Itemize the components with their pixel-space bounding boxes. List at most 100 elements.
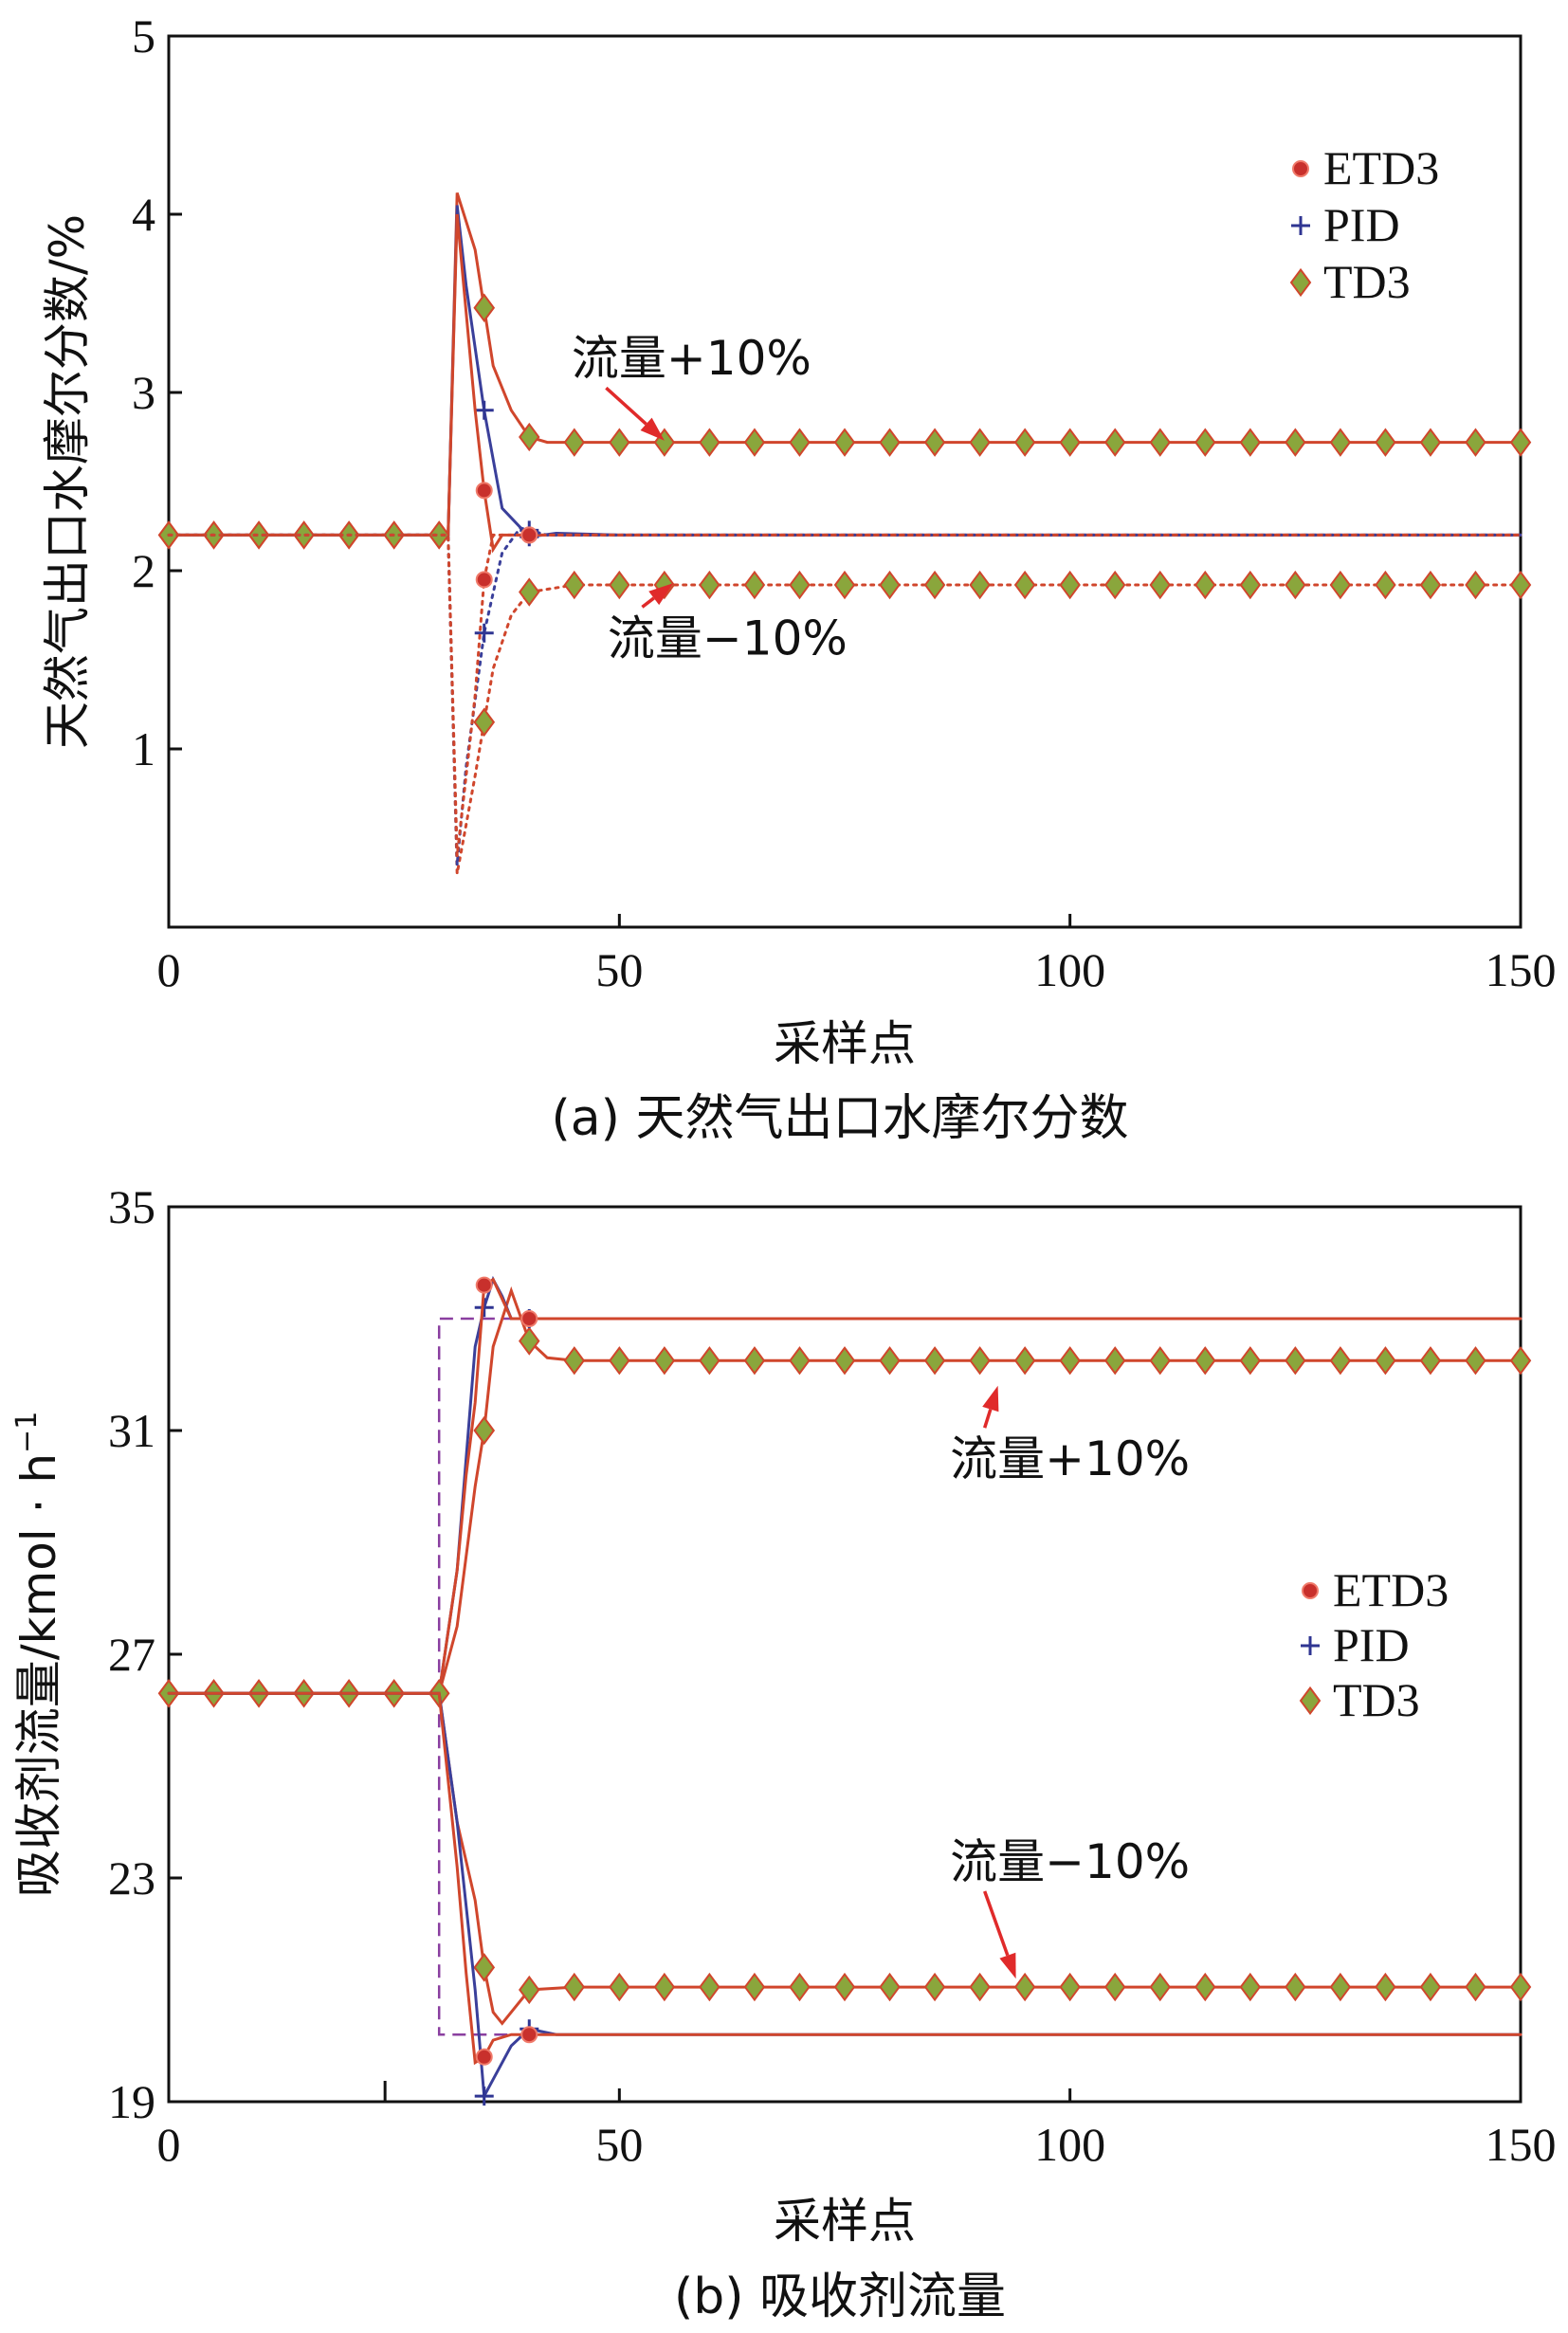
series-line-etd3 [167, 1691, 1522, 2066]
marker-td3 [1419, 570, 1442, 600]
marker-td3 [1149, 1972, 1171, 2002]
marker-td3 [1285, 1346, 1306, 1376]
marker-td3 [609, 570, 630, 600]
marker-td3 [1103, 570, 1126, 600]
legend-marker-pid [1301, 1636, 1320, 1655]
marker-td3 [923, 428, 946, 457]
marker-td3 [1013, 428, 1036, 457]
x-tick-label: 50 [595, 943, 643, 996]
marker-td3 [923, 1346, 946, 1376]
marker-td3 [609, 428, 630, 457]
marker-td3 [1375, 1972, 1396, 2002]
annotation-arrowhead-0 [982, 1385, 999, 1413]
annotation-arrow-0 [605, 386, 647, 426]
legend-label-etd3: ETD3 [1323, 141, 1439, 194]
marker-td3 [743, 1972, 766, 2002]
marker-td3 [1465, 1346, 1486, 1376]
marker-td3 [743, 570, 766, 600]
series-line-td3 [167, 191, 1522, 537]
x-tick-label: 150 [1486, 2118, 1557, 2171]
series-line-td3 [167, 533, 1522, 874]
marker-etd3 [475, 1276, 493, 1294]
marker-td3 [969, 570, 991, 600]
annotation-label-1: 流量−10% [608, 611, 848, 665]
panel-b-frame [167, 1205, 1522, 2104]
series-line-etd3 [167, 533, 1522, 856]
panel-a-frame [167, 34, 1522, 929]
marker-td3 [1419, 1346, 1442, 1376]
legend-marker-etd3 [1302, 1582, 1319, 1599]
marker-td3 [519, 577, 540, 607]
marker-td3 [563, 428, 586, 457]
marker-td3 [653, 1972, 676, 2002]
marker-td3 [1285, 570, 1306, 600]
legend-label-td3: TD3 [1333, 1673, 1420, 1726]
marker-td3 [1419, 428, 1442, 457]
marker-td3 [879, 428, 901, 457]
marker-td3 [1194, 1972, 1216, 2002]
legend-label-pid: PID [1333, 1618, 1410, 1671]
panel-a-xlabel: 采样点 [774, 1016, 916, 1071]
marker-td3 [1013, 570, 1036, 600]
legend-label-td3: TD3 [1323, 255, 1411, 308]
y-tick-label: 5 [132, 9, 155, 63]
marker-td3 [923, 570, 946, 600]
marker-td3 [833, 428, 856, 457]
marker-etd3 [475, 482, 493, 500]
annotation-arrow-1 [641, 596, 655, 609]
legend-marker-td3 [1299, 1686, 1322, 1716]
series-line-etd3 [167, 213, 1522, 554]
annotation-label-0: 流量+10% [950, 1431, 1190, 1486]
marker-td3 [1465, 1972, 1486, 2002]
marker-td3 [789, 1972, 811, 2002]
panel-a-caption: (a) 天然气出口水摩尔分数 [552, 1090, 1129, 1147]
y-tick-label: 23 [108, 1851, 155, 1905]
marker-td3 [923, 1972, 946, 2002]
marker-td3 [1059, 428, 1081, 457]
marker-td3 [1329, 1346, 1352, 1376]
marker-td3 [1239, 1346, 1262, 1376]
series-line-td3 [167, 1285, 1522, 1695]
marker-td3 [1285, 428, 1306, 457]
marker-td3 [1329, 1972, 1352, 2002]
legend-marker-td3 [1289, 267, 1312, 298]
annotation-arrowhead-1 [648, 583, 674, 606]
marker-td3 [879, 570, 901, 600]
marker-td3 [1465, 570, 1486, 600]
marker-etd3 [475, 2048, 493, 2066]
marker-td3 [1329, 570, 1352, 600]
marker-td3 [1103, 1346, 1126, 1376]
marker-td3 [969, 428, 991, 457]
series-line-etd3 [167, 1277, 1522, 1695]
legend-marker-pid [1291, 216, 1310, 235]
marker-td3 [1239, 570, 1262, 600]
x-tick-label: 150 [1486, 943, 1557, 996]
setpoint-line [437, 1693, 1521, 2036]
marker-td3 [879, 1346, 901, 1376]
panel-a: 0 50 100 150 1 2 3 4 5 采样点 天然气出口水摩尔分数/% (a) 天然气… [40, 9, 1557, 1147]
marker-td3 [1194, 1346, 1216, 1376]
marker-etd3 [520, 2026, 538, 2044]
marker-td3 [428, 520, 450, 550]
marker-etd3 [520, 526, 538, 544]
marker-td3 [1149, 428, 1171, 457]
marker-td3 [699, 1346, 720, 1376]
marker-td3 [1013, 1972, 1036, 2002]
marker-td3 [1375, 428, 1396, 457]
y-tick-label: 31 [108, 1404, 155, 1457]
marker-etd3 [520, 1310, 538, 1327]
marker-td3 [1103, 1972, 1126, 2002]
marker-td3 [247, 520, 270, 550]
legend-label-etd3: ETD3 [1333, 1563, 1449, 1616]
marker-td3 [473, 293, 495, 322]
marker-td3 [1149, 1346, 1171, 1376]
marker-td3 [519, 1326, 540, 1356]
y-tick-label: 4 [132, 188, 155, 241]
marker-td3 [563, 1346, 586, 1376]
marker-td3 [473, 707, 495, 737]
marker-td3 [1194, 570, 1216, 600]
x-tick-label: 100 [1034, 943, 1105, 996]
panel-b-ylabel: 吸收剂流量/kmol · h−1 [10, 1412, 66, 1898]
y-tick-label: 27 [108, 1628, 155, 1681]
